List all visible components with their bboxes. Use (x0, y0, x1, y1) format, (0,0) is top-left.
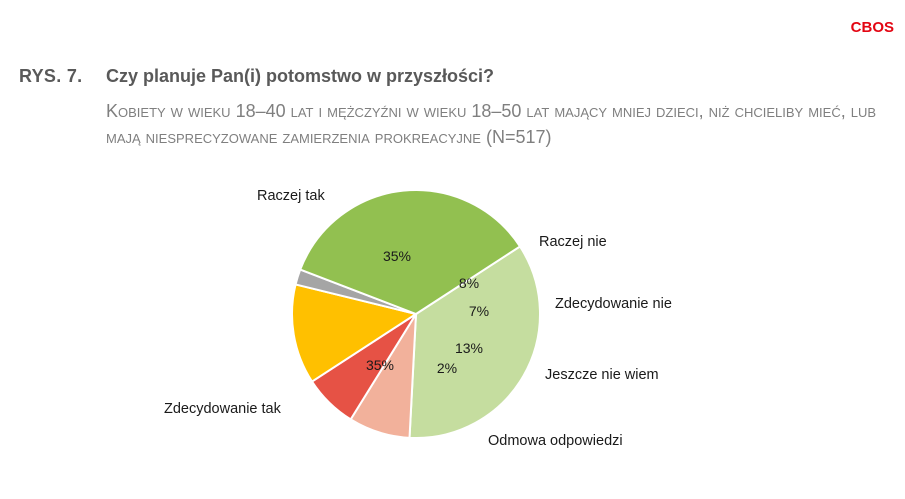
slice-value-label-6: 35% (366, 357, 394, 373)
slice-value-label-4: 13% (455, 340, 483, 356)
slice-category-label-6: Zdecydowanie tak (164, 401, 282, 417)
pie-category-labels: Raczej tak Raczej nie Zdecydowanie nie Jesz… (164, 188, 672, 449)
slice-category-label-3: Zdecydowanie nie (555, 296, 672, 312)
pie-slices (291, 189, 542, 439)
slice-category-label-5: Odmowa odpowiedzi (488, 433, 623, 449)
pie-value-labels: 35% 8% 7% 13% 2% 35% (366, 248, 489, 376)
slice-value-label-3: 7% (469, 303, 489, 319)
slice-category-label-4: Jeszcze nie wiem (545, 367, 659, 383)
brand-logo-text: CBOS (850, 19, 894, 36)
slice-value-label-2: 8% (459, 275, 479, 291)
pie-slice-4 (291, 283, 419, 383)
slice-value-label-5: 2% (437, 360, 457, 376)
figure-number: RYS. 7. (19, 66, 83, 86)
slice-category-label-2: Raczej nie (539, 234, 607, 250)
slice-value-label-1: 35% (383, 248, 411, 264)
pie-slice-1 (408, 245, 542, 439)
slice-category-label-1: Raczej tak (257, 188, 325, 204)
chart-title: Czy planuje Pan(i) potomstwo w przyszłoś… (106, 66, 495, 86)
pie-slice-6 (298, 189, 522, 316)
chart-subtitle: Kobiety w wieku 18–40 lat i mężczyźni w … (106, 101, 877, 147)
